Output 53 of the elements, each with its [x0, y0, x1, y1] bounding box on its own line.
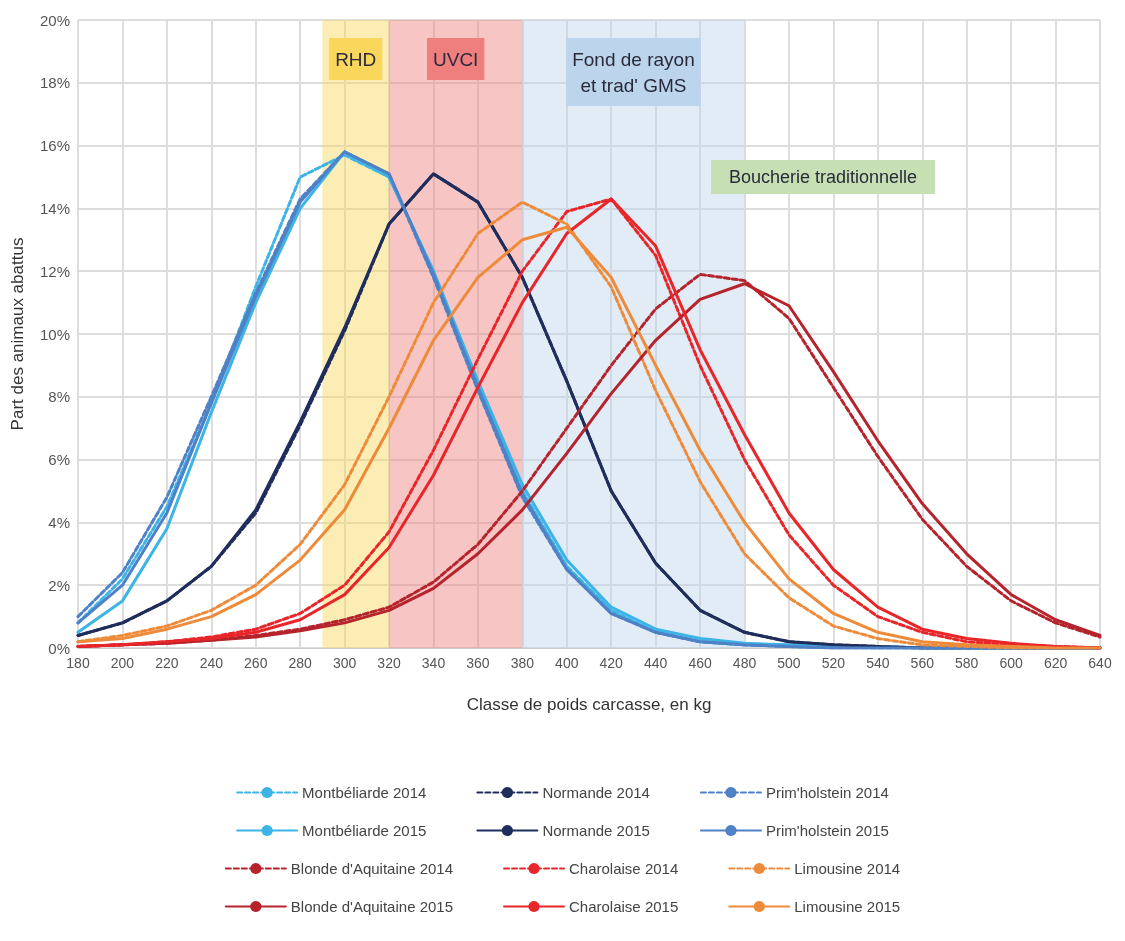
legend-label: Normande 2015 [542, 822, 650, 839]
legend-label: Normande 2014 [542, 784, 650, 801]
x-tick-label: 480 [732, 655, 757, 671]
y-tick-label: 4% [48, 513, 70, 531]
x-tick-label: 360 [466, 655, 490, 671]
y-tick-label: 14% [39, 199, 70, 217]
y-tick-label: 16% [39, 137, 70, 155]
y-tick-label: 0% [48, 639, 70, 657]
legend-label: Limousine 2015 [794, 898, 901, 915]
x-tick-label: 540 [866, 655, 890, 671]
x-tick-label: 620 [1043, 655, 1068, 671]
legend-label: Blonde d'Aquitaine 2015 [290, 898, 454, 915]
annotation: Boucherie traditionnelle [729, 167, 918, 187]
legend-label: Montbéliarde 2014 [302, 784, 427, 801]
x-tick-label: 440 [643, 655, 668, 671]
x-tick-label: 600 [999, 655, 1024, 671]
y-tick-label: 8% [48, 388, 70, 406]
x-tick-label: 520 [821, 655, 846, 671]
band-label: Fond de rayon et trad' GMS [572, 48, 695, 96]
x-tick-label: 560 [910, 655, 935, 671]
x-tick-label: 580 [955, 655, 979, 671]
band-label: UVCI [432, 48, 479, 70]
x-tick-label: 500 [777, 655, 801, 671]
x-tick-label: 260 [244, 655, 268, 671]
x-tick-label: 280 [288, 655, 313, 671]
band-label: RHD [335, 48, 377, 70]
x-tick-label: 640 [1088, 655, 1112, 671]
legend-label: Prim'holstein 2015 [765, 822, 889, 839]
legend-label: Prim'holstein 2014 [765, 784, 889, 801]
y-tick-label: 12% [39, 262, 70, 280]
y-tick-label: 10% [39, 325, 70, 343]
legend-label: Montbéliarde 2015 [302, 822, 427, 839]
legend-label: Blonde d'Aquitaine 2014 [290, 860, 454, 877]
x-tick-label: 240 [199, 655, 224, 671]
x-tick-label: 200 [110, 655, 135, 671]
y-tick-label: 6% [48, 451, 70, 469]
x-tick-label: 340 [421, 655, 446, 671]
y-tick-label: 20% [39, 11, 70, 29]
y-tick-label: 18% [39, 74, 70, 92]
x-tick-label: 320 [377, 655, 401, 671]
y-tick-label: 2% [48, 576, 70, 594]
legend-label: Limousine 2014 [794, 860, 901, 877]
legend-label: Charolaise 2014 [569, 860, 679, 877]
x-tick-label: 180 [66, 655, 90, 671]
x-tick-label: 380 [510, 655, 535, 671]
x-tick-label: 400 [555, 655, 579, 671]
x-axis-title: Classe de poids carcasse, en kg [466, 695, 712, 714]
x-tick-label: 420 [599, 655, 624, 671]
x-tick-label: 460 [688, 655, 712, 671]
x-tick-label: 300 [332, 655, 357, 671]
legend-label: Charolaise 2015 [569, 898, 679, 915]
y-axis-title: Part des animaux abattus [8, 237, 27, 431]
x-tick-label: 220 [155, 655, 179, 671]
